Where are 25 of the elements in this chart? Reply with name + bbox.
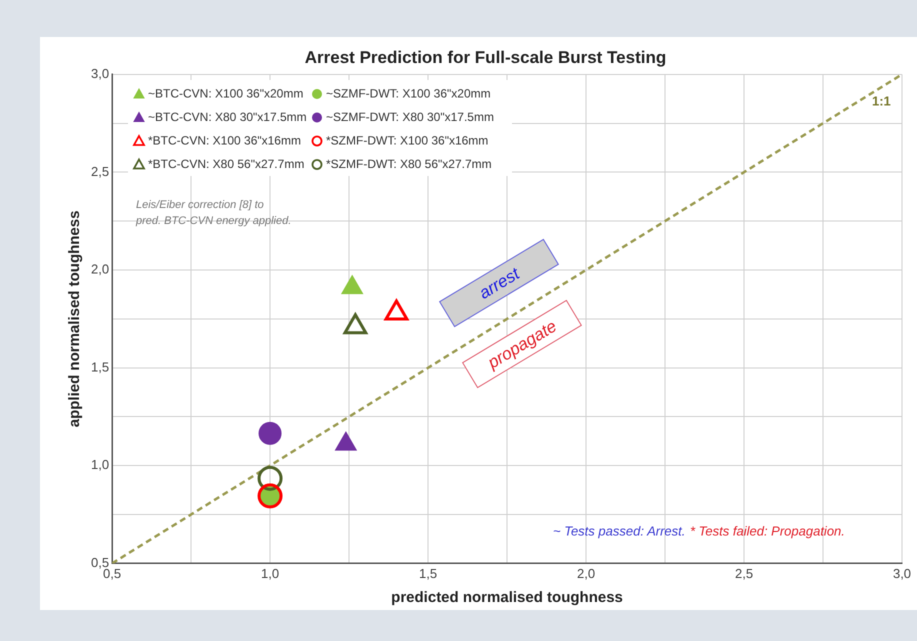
annotation: Leis/Eiber correction [8] to pred. BTC-CVN energy applied. <box>135 199 292 228</box>
legend-label: ~SZMF-DWT: X100 36"x20mm <box>326 86 491 100</box>
y-tick-label: 2,5 <box>90 164 110 179</box>
annotation: 1:1 <box>872 94 891 109</box>
x-axis-title: predicted normalised toughness <box>391 589 623 606</box>
chart-title: Arrest Prediction for Full-scale Burst Testing <box>304 48 666 67</box>
y-tick-label: 1,0 <box>90 457 110 472</box>
x-tick-label: 1,5 <box>419 566 438 581</box>
y-tick-label: 3,0 <box>90 66 110 81</box>
legend-label: *BTC-CVN: X80 56"x27.7mm <box>148 156 304 171</box>
annotation: * Tests failed: Propagation. <box>690 524 845 539</box>
y-tick-label: 1,5 <box>90 359 110 374</box>
legend-label: ~SZMF-DWT: X80 30"x17.5mm <box>326 110 494 124</box>
x-tick-label: 2,0 <box>576 566 596 581</box>
x-tick-label: 3,0 <box>892 566 912 581</box>
legend-label: *BTC-CVN: X100 36"x16mm <box>148 133 301 148</box>
x-tick-label: 1,0 <box>261 566 280 581</box>
x-tick-label: 2,5 <box>734 566 754 581</box>
legend-label: ~BTC-CVN: X100 36"x20mm <box>148 86 304 100</box>
legend-label: *SZMF-DWT: X100 36"x16mm <box>326 133 488 148</box>
annotation: ~ Tests passed: Arrest. <box>553 524 686 539</box>
legend-label: ~BTC-CVN: X80 30"x17.5mm <box>148 110 307 124</box>
y-tick-label: 2,0 <box>90 262 110 277</box>
y-axis-title: applied normalised toughness <box>66 210 84 428</box>
legend-label: *SZMF-DWT: X80 56"x27.7mm <box>326 156 492 171</box>
